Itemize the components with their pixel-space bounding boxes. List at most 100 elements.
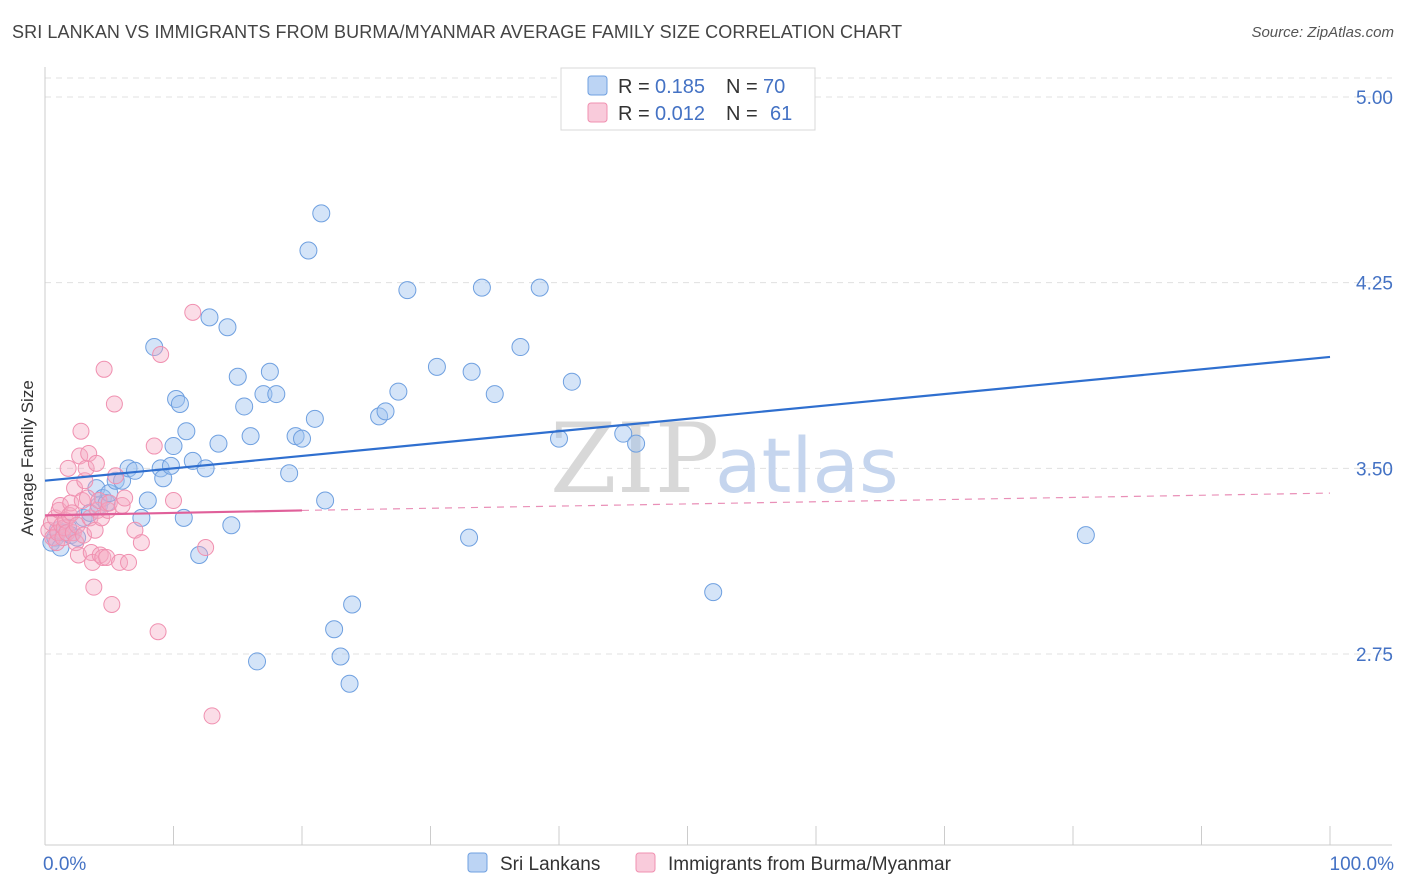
legend-r-label-2: R = <box>618 103 650 125</box>
burma-trend-extension <box>301 492 1331 512</box>
bottom-legend-label-burma: Immigrants from Burma/Myanmar <box>668 854 952 875</box>
sri-lankan-point-40 <box>248 652 267 671</box>
sri-lankan-point-36 <box>222 516 241 535</box>
burma-point-60 <box>203 707 221 725</box>
chart-title: SRI LANKAN VS IMMIGRANTS FROM BURMA/MYAN… <box>12 22 903 42</box>
sri-lankan-point-15 <box>106 471 125 490</box>
legend-n-label-1: N = <box>726 76 758 98</box>
sri-lankan-point-51 <box>325 620 344 639</box>
y-axis-label: Average Family Size <box>18 380 37 536</box>
sri-lankan-point-27 <box>170 394 189 413</box>
source-label: Source: ZipAtlas.com <box>1251 24 1394 41</box>
sri-lankan-point-24 <box>161 456 180 475</box>
sri-lankan-point-38 <box>235 397 254 416</box>
burma-point-21 <box>69 546 87 564</box>
sri-lankan-point-61 <box>462 362 481 381</box>
trend-lines <box>44 355 1331 517</box>
sri-lankan-point-47 <box>299 241 318 260</box>
bottom-legend: Sri Lankans Immigrants from Burma/Myanma… <box>467 852 952 875</box>
sri-lankan-point-60 <box>460 528 479 547</box>
sri-lankan-point-53 <box>340 674 359 693</box>
sri-lankan-point-48 <box>305 409 324 428</box>
x-axis-ticks <box>44 826 1331 845</box>
burma-point-45 <box>103 595 121 613</box>
watermark: ZIP atlas <box>550 403 899 515</box>
sri-lankan-point-44 <box>280 464 299 483</box>
burma-point-54 <box>145 437 163 455</box>
sri-lankan-point-65 <box>530 278 549 297</box>
burma-point-56 <box>152 345 170 363</box>
burma-point-47 <box>107 467 125 485</box>
sri-lankan-point-43 <box>267 385 286 404</box>
sri-lankan-point-50 <box>316 491 335 510</box>
burma-point-40 <box>94 548 112 566</box>
legend: R = 0.185 N = 70 R = 0.012 N = 61 <box>560 67 816 131</box>
burma-point-50 <box>116 489 134 507</box>
legend-r-value-2: 0.012 <box>655 103 705 125</box>
sri-lankan-point-59 <box>427 357 446 376</box>
sri-lankan-point-63 <box>485 385 504 404</box>
sri-lankan-point-52 <box>331 647 350 666</box>
x-tick-label-min: 0.0% <box>43 854 86 875</box>
sri-lankan-point-32 <box>196 459 215 478</box>
burma-point-13 <box>59 459 77 477</box>
legend-r-label-1: R = <box>618 76 650 98</box>
sri-lankan-point-57 <box>389 382 408 401</box>
sri-lankan-point-49 <box>312 204 331 223</box>
data-points <box>40 204 1095 725</box>
watermark-zip: ZIP <box>550 403 719 515</box>
sri-lankan-point-39 <box>241 427 260 446</box>
sri-lankan-point-37 <box>228 367 247 386</box>
sri-lankan-point-71 <box>1076 526 1095 545</box>
sri-lankan-point-58 <box>398 281 417 300</box>
axes <box>44 67 1392 846</box>
burma-point-42 <box>98 548 116 566</box>
sri-lankan-point-67 <box>562 372 581 391</box>
sri-lankan-point-25 <box>164 437 183 456</box>
burma-trend-line <box>44 509 303 517</box>
y-tick-label-2: 4.25 <box>1356 274 1393 295</box>
legend-swatch-burma <box>587 102 608 123</box>
burma-point-23 <box>72 422 90 440</box>
y-tick-label-3: 5.00 <box>1356 88 1393 109</box>
sri-lankan-point-54 <box>343 595 362 614</box>
legend-r-value-1: 0.185 <box>655 76 705 98</box>
burma-point-44 <box>100 494 118 512</box>
sri-lankan-point-62 <box>472 278 491 297</box>
burma-point-33 <box>85 578 103 596</box>
gridlines <box>45 77 1392 655</box>
burma-point-35 <box>87 454 105 472</box>
legend-n-label-2: N = <box>726 103 758 125</box>
watermark-atlas: atlas <box>715 421 899 510</box>
sri-lankan-point-29 <box>177 422 196 441</box>
y-tick-label-1: 3.50 <box>1356 459 1393 480</box>
legend-n-value-2: 61 <box>770 103 792 125</box>
sri-lankan-point-64 <box>511 338 530 357</box>
sri-lankan-point-41 <box>254 385 273 404</box>
burma-point-55 <box>149 623 167 641</box>
bottom-legend-swatch-burma <box>635 852 656 873</box>
bottom-legend-label-sri-lankans: Sri Lankans <box>500 854 600 875</box>
sri-lankan-point-70 <box>704 583 723 602</box>
x-tick-label-max: 100.0% <box>1330 854 1395 875</box>
sri-lankan-trend-line <box>44 355 1331 482</box>
sri-lankan-point-56 <box>376 402 395 421</box>
burma-point-59 <box>197 539 215 557</box>
sri-lankan-point-69 <box>627 434 646 453</box>
sri-lankan-point-20 <box>138 491 157 510</box>
burma-point-41 <box>95 360 113 378</box>
y-tick-label-0: 2.75 <box>1356 645 1393 666</box>
sri-lankan-point-33 <box>200 308 219 327</box>
sri-lankan-point-46 <box>293 429 311 448</box>
burma-point-48 <box>111 553 129 571</box>
legend-n-value-1: 70 <box>763 76 785 98</box>
burma-point-46 <box>105 395 123 413</box>
burma-point-51 <box>120 553 138 571</box>
y-tick-labels: 2.75 3.50 4.25 5.00 <box>1356 88 1393 666</box>
legend-swatch-sri-lankans <box>587 75 608 96</box>
bottom-legend-swatch-sri-lankans <box>467 852 488 873</box>
sri-lankan-point-35 <box>218 318 237 337</box>
sri-lankan-point-42 <box>260 362 279 381</box>
burma-point-58 <box>184 303 202 321</box>
